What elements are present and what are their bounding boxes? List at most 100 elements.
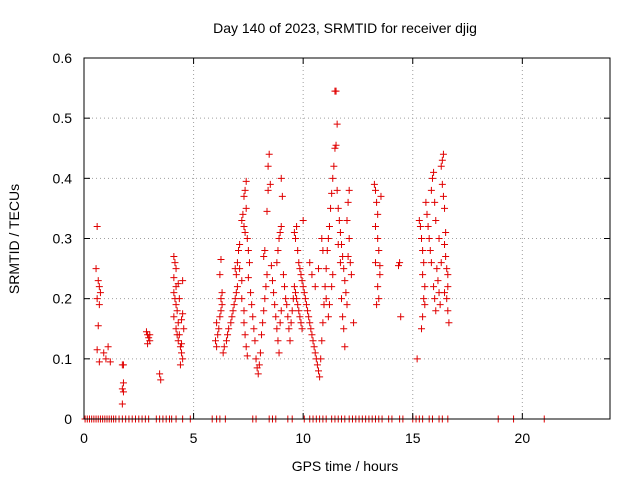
data-point xyxy=(395,262,403,270)
data-point xyxy=(336,259,344,267)
data-point xyxy=(224,331,232,339)
data-point xyxy=(277,174,285,182)
data-point xyxy=(254,370,262,378)
data-point xyxy=(231,295,239,303)
data-point xyxy=(179,355,187,363)
data-point xyxy=(377,192,385,200)
data-point xyxy=(441,204,449,212)
data-point xyxy=(277,222,285,230)
data-point xyxy=(236,241,244,249)
data-point xyxy=(95,283,103,291)
data-point xyxy=(95,301,103,309)
y-tick-label: 0.3 xyxy=(53,231,73,247)
data-point xyxy=(425,235,433,242)
data-point xyxy=(281,283,289,291)
data-point xyxy=(375,295,383,303)
data-point xyxy=(396,259,404,267)
data-point xyxy=(373,198,381,206)
data-point xyxy=(118,385,126,393)
data-point xyxy=(421,283,429,291)
data-point xyxy=(435,235,443,242)
data-point xyxy=(95,358,103,366)
data-point xyxy=(242,343,250,351)
data-point xyxy=(273,259,281,267)
data-point xyxy=(443,265,451,273)
data-point xyxy=(373,301,381,309)
data-point xyxy=(370,180,378,188)
data-point xyxy=(325,301,333,309)
data-point xyxy=(296,313,304,321)
data-point xyxy=(427,186,435,194)
data-point xyxy=(325,222,333,230)
data-point xyxy=(298,325,306,333)
data-point xyxy=(426,247,434,255)
data-point xyxy=(228,313,236,321)
data-point xyxy=(306,319,314,327)
data-point xyxy=(240,319,248,327)
data-point xyxy=(249,313,257,321)
data-point xyxy=(344,253,352,261)
data-point xyxy=(96,289,104,297)
data-point xyxy=(179,310,187,318)
data-point xyxy=(421,301,429,309)
data-point xyxy=(233,283,241,291)
data-point xyxy=(261,295,269,303)
data-point xyxy=(318,235,326,242)
data-point xyxy=(345,235,353,242)
data-point xyxy=(304,307,312,315)
data-point xyxy=(265,150,273,158)
data-point xyxy=(291,289,299,297)
data-point xyxy=(324,235,332,242)
data-point xyxy=(285,325,293,333)
data-point xyxy=(313,361,321,369)
data-point xyxy=(172,301,180,309)
data-point xyxy=(262,283,270,291)
data-point xyxy=(106,358,114,366)
data-point xyxy=(92,265,100,273)
data-point xyxy=(415,216,423,224)
data-point xyxy=(293,295,301,303)
data-point xyxy=(173,307,181,315)
data-point xyxy=(341,277,349,285)
x-axis-label: GPS time / hours xyxy=(292,458,399,474)
data-point xyxy=(311,349,319,357)
data-point xyxy=(256,349,264,357)
data-point xyxy=(178,340,186,348)
data-point xyxy=(175,295,183,303)
data-point xyxy=(347,271,355,279)
data-point xyxy=(94,322,102,330)
data-point xyxy=(179,277,187,285)
data-point xyxy=(100,349,108,357)
data-point xyxy=(104,343,112,351)
data-point xyxy=(431,295,439,303)
data-point xyxy=(284,313,292,321)
data-point xyxy=(240,222,248,230)
data-point xyxy=(296,265,304,273)
data-point xyxy=(428,174,436,182)
data-point xyxy=(278,192,286,200)
data-point xyxy=(259,319,267,327)
data-point xyxy=(293,222,301,230)
data-point xyxy=(271,301,279,309)
y-tick-label: 0.4 xyxy=(53,170,73,186)
data-point xyxy=(294,247,302,255)
data-point xyxy=(438,180,446,188)
data-point xyxy=(244,274,252,282)
data-point xyxy=(333,186,341,194)
data-point xyxy=(329,271,337,279)
data-point xyxy=(241,331,249,339)
y-tick-label: 0 xyxy=(64,411,72,427)
data-point xyxy=(171,259,179,267)
data-point xyxy=(374,283,382,291)
data-point xyxy=(102,355,110,363)
data-point xyxy=(319,247,327,255)
data-point xyxy=(275,349,283,357)
data-point xyxy=(345,186,353,194)
data-points xyxy=(81,87,548,423)
data-point xyxy=(261,247,269,255)
data-point xyxy=(436,301,444,309)
data-point xyxy=(374,235,382,242)
data-point xyxy=(334,204,342,212)
